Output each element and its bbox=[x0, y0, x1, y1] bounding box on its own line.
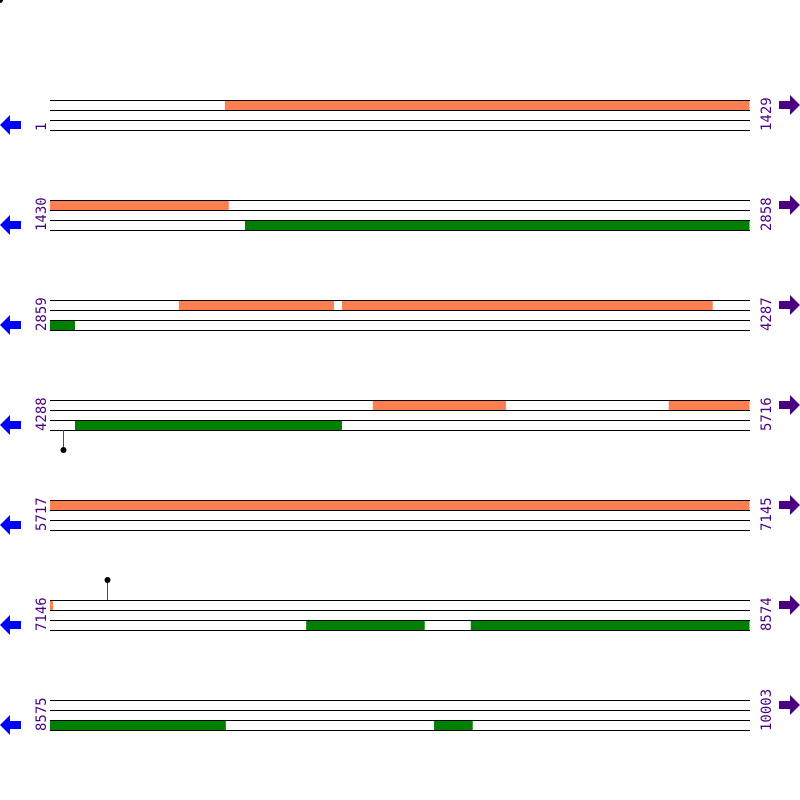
forward-feature bbox=[341, 300, 713, 310]
reverse-feature bbox=[434, 720, 473, 730]
reverse-feature bbox=[50, 320, 75, 330]
sequence-row: 1430 2858 bbox=[0, 195, 800, 235]
row-start-label: 8575 bbox=[34, 697, 50, 731]
marker-head bbox=[60, 447, 67, 453]
right-arrow-icon bbox=[779, 495, 800, 515]
reverse-feature bbox=[74, 420, 342, 430]
left-arrow-icon bbox=[0, 215, 21, 235]
reverse-feature bbox=[244, 220, 750, 230]
sequence-row: 8575 10003 bbox=[0, 689, 800, 735]
right-arrow-icon bbox=[779, 695, 800, 715]
row-start-label: 5717 bbox=[34, 497, 50, 531]
forward-feature bbox=[224, 100, 750, 110]
left-arrow-icon bbox=[0, 615, 21, 635]
reverse-feature bbox=[50, 720, 226, 730]
left-arrow-icon bbox=[0, 715, 21, 735]
right-arrow-icon bbox=[779, 195, 800, 215]
row-end-label: 1429 bbox=[759, 97, 775, 131]
forward-feature bbox=[50, 500, 750, 510]
forward-feature bbox=[668, 400, 750, 410]
forward-feature bbox=[50, 200, 229, 210]
row-start-label: 1 bbox=[34, 123, 50, 131]
row-end-label: 5716 bbox=[759, 397, 775, 431]
row-end-label: 8574 bbox=[759, 597, 775, 631]
forward-feature bbox=[178, 300, 335, 310]
sequence-row: 7146 8574 bbox=[0, 577, 800, 635]
forward-feature bbox=[50, 600, 53, 610]
sequence-row: 1 1429 bbox=[0, 95, 800, 135]
right-arrow-icon bbox=[779, 595, 800, 615]
row-start-label: 1430 bbox=[34, 197, 50, 231]
row-end-label: 4287 bbox=[759, 297, 775, 331]
row-start-label: 7146 bbox=[34, 597, 50, 631]
left-arrow-icon bbox=[0, 515, 21, 535]
marker-head bbox=[104, 577, 111, 583]
row-start-label: 4288 bbox=[34, 397, 50, 431]
reverse-feature bbox=[306, 620, 425, 630]
row-end-label: 2858 bbox=[759, 197, 775, 231]
left-arrow-icon bbox=[0, 315, 21, 335]
forward-feature bbox=[372, 400, 507, 410]
right-arrow-icon bbox=[779, 295, 800, 315]
sequence-row: 4288 5716 bbox=[0, 395, 800, 453]
row-end-label: 10003 bbox=[759, 689, 775, 731]
right-arrow-icon bbox=[779, 395, 800, 415]
right-arrow-icon bbox=[779, 95, 800, 115]
sequence-row: 2859 4287 bbox=[0, 295, 800, 335]
left-arrow-icon bbox=[0, 115, 21, 135]
corner-dot bbox=[0, 0, 3, 3]
row-start-label: 2859 bbox=[34, 297, 50, 331]
reverse-feature bbox=[470, 620, 750, 630]
left-arrow-icon bbox=[0, 415, 21, 435]
sequence-row: 5717 7145 bbox=[0, 495, 800, 535]
row-end-label: 7145 bbox=[759, 497, 775, 531]
